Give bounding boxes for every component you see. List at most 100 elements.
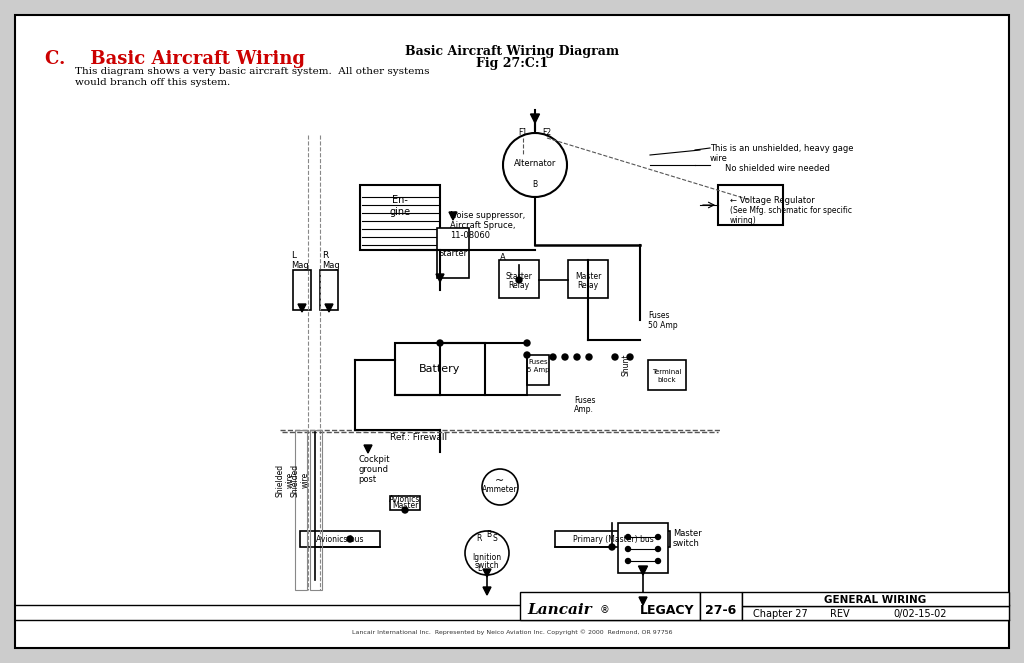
- Text: ground: ground: [358, 465, 388, 475]
- Text: Relay: Relay: [509, 280, 529, 290]
- Circle shape: [574, 354, 580, 360]
- Text: Shielded
wire: Shielded wire: [290, 463, 309, 497]
- Text: Mag: Mag: [291, 261, 309, 269]
- Bar: [555, 531, 670, 547]
- Polygon shape: [449, 212, 457, 220]
- Bar: [648, 360, 686, 390]
- Bar: [437, 228, 469, 278]
- Circle shape: [482, 469, 518, 505]
- Text: B: B: [532, 180, 538, 189]
- Polygon shape: [325, 304, 333, 312]
- Circle shape: [626, 546, 631, 552]
- Circle shape: [402, 507, 408, 513]
- Text: Battery: Battery: [419, 364, 461, 374]
- Text: R: R: [476, 534, 481, 543]
- Text: Starter: Starter: [506, 272, 532, 280]
- Text: Mag: Mag: [322, 261, 340, 269]
- Text: Fuses: Fuses: [648, 310, 670, 320]
- Text: Fuses: Fuses: [528, 359, 548, 365]
- Text: L: L: [477, 564, 481, 573]
- Text: Ref.: Firewall: Ref.: Firewall: [390, 434, 447, 442]
- Text: Master: Master: [574, 272, 601, 280]
- Text: (See Mfg. schematic for specific: (See Mfg. schematic for specific: [730, 206, 852, 215]
- Bar: [293, 270, 311, 310]
- Circle shape: [626, 558, 631, 564]
- Text: 5 Amp: 5 Amp: [526, 367, 549, 373]
- Circle shape: [626, 534, 631, 540]
- Text: Fuses: Fuses: [574, 396, 596, 404]
- Text: B: B: [486, 530, 492, 539]
- Text: Amp.: Amp.: [574, 404, 594, 414]
- Text: Lancair International Inc.  Represented by Neico Aviation Inc. Copyright © 2000 : Lancair International Inc. Represented b…: [352, 629, 672, 634]
- Circle shape: [347, 536, 353, 542]
- Text: Alternator: Alternator: [514, 158, 556, 168]
- Text: No shielded wire needed: No shielded wire needed: [725, 164, 829, 172]
- Text: REV: REV: [830, 609, 850, 619]
- Bar: [718, 185, 783, 225]
- Text: would branch off this system.: would branch off this system.: [75, 78, 230, 87]
- Text: Cockpit: Cockpit: [358, 455, 389, 465]
- Circle shape: [465, 531, 509, 575]
- Circle shape: [437, 340, 443, 346]
- Text: 11-08060: 11-08060: [450, 231, 490, 239]
- Text: Terminal: Terminal: [652, 369, 682, 375]
- Polygon shape: [436, 274, 444, 282]
- Text: block: block: [657, 377, 676, 383]
- Text: Shunt: Shunt: [622, 354, 631, 376]
- Text: Primary (Master) bus: Primary (Master) bus: [572, 534, 653, 544]
- Text: Master: Master: [673, 528, 701, 538]
- Text: ← Voltage Regulator: ← Voltage Regulator: [730, 196, 815, 204]
- Circle shape: [609, 544, 615, 550]
- Text: Ignition: Ignition: [472, 552, 502, 562]
- Text: Fig 27:C:1: Fig 27:C:1: [476, 57, 548, 70]
- Bar: [700, 592, 742, 620]
- Text: This is an unshielded, heavy gage: This is an unshielded, heavy gage: [710, 143, 853, 152]
- Text: R: R: [322, 251, 329, 259]
- Text: A: A: [500, 253, 506, 262]
- Polygon shape: [639, 597, 647, 605]
- Bar: [742, 606, 1009, 620]
- Circle shape: [550, 354, 556, 360]
- Text: Shielded
wire: Shielded wire: [275, 463, 295, 497]
- Text: Avionics bus: Avionics bus: [316, 534, 364, 544]
- Circle shape: [655, 534, 660, 540]
- Circle shape: [562, 354, 568, 360]
- Text: Master: Master: [392, 501, 418, 511]
- Circle shape: [627, 354, 633, 360]
- Bar: [321, 270, 338, 310]
- Circle shape: [612, 354, 618, 360]
- Text: This diagram shows a very basic aircraft system.  All other systems: This diagram shows a very basic aircraft…: [75, 67, 429, 76]
- Text: Lancair: Lancair: [527, 603, 592, 617]
- Polygon shape: [483, 587, 490, 595]
- Text: Basic Aircraft Wiring Diagram: Basic Aircraft Wiring Diagram: [404, 45, 620, 58]
- Text: F2: F2: [543, 128, 552, 137]
- Text: 0/02-15-02: 0/02-15-02: [893, 609, 947, 619]
- Text: Relay: Relay: [578, 280, 599, 290]
- Text: L: L: [291, 251, 296, 259]
- Text: ®: ®: [600, 605, 609, 615]
- Bar: [395, 343, 485, 395]
- Bar: [520, 592, 700, 620]
- Bar: [310, 430, 322, 590]
- Polygon shape: [483, 569, 490, 577]
- Text: S: S: [493, 534, 498, 543]
- Text: 50 Amp: 50 Amp: [648, 320, 678, 330]
- Text: post: post: [358, 475, 376, 485]
- Text: switch: switch: [673, 538, 699, 548]
- Bar: [390, 496, 420, 510]
- Circle shape: [655, 546, 660, 552]
- Text: gine: gine: [389, 207, 411, 217]
- Bar: [742, 592, 1009, 606]
- Text: 27-6: 27-6: [706, 603, 736, 617]
- Bar: [360, 185, 440, 250]
- Text: wire: wire: [710, 154, 728, 162]
- Text: Chapter 27: Chapter 27: [753, 609, 807, 619]
- Circle shape: [655, 558, 660, 564]
- Polygon shape: [298, 304, 306, 312]
- Bar: [295, 430, 307, 590]
- Circle shape: [524, 352, 530, 358]
- Text: switch: switch: [475, 560, 500, 570]
- Circle shape: [503, 133, 567, 197]
- Circle shape: [586, 354, 592, 360]
- Circle shape: [516, 277, 522, 283]
